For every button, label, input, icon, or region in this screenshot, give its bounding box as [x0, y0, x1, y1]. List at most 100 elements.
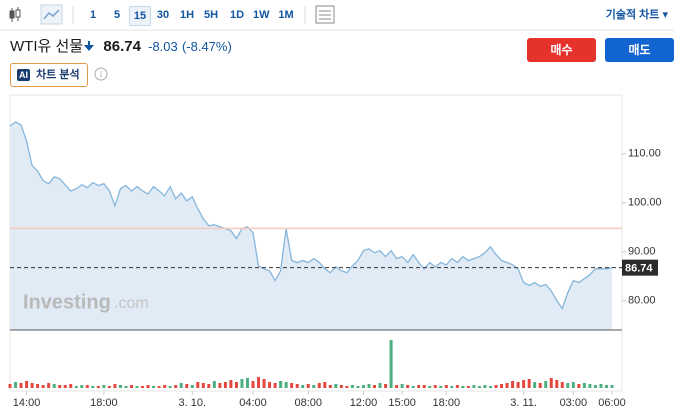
x-tick-label: 12:00: [350, 397, 378, 409]
volume-bar: [406, 385, 410, 388]
volume-bar: [533, 382, 537, 388]
volume-bar: [85, 385, 89, 388]
info-icon[interactable]: [94, 67, 108, 81]
ai-analysis-button[interactable]: AI 차트 분석: [10, 63, 88, 87]
candlestick-icon[interactable]: [9, 7, 21, 22]
interval-button[interactable]: 1W: [253, 9, 270, 21]
volume-bar: [433, 385, 437, 388]
interval-button[interactable]: 1D: [229, 9, 245, 21]
interval-button[interactable]: 5H: [203, 9, 219, 21]
interval-button[interactable]: 5: [113, 9, 121, 21]
volume-bar: [41, 385, 45, 388]
volume-bar: [135, 386, 139, 388]
volume-bar: [588, 384, 592, 388]
volume-bar: [223, 382, 227, 388]
volume-bar: [466, 386, 470, 388]
volume-bar: [168, 386, 172, 388]
volume-bar: [544, 381, 548, 388]
volume-bar: [25, 381, 29, 388]
volume-bar: [301, 385, 305, 388]
volume-bar: [560, 382, 564, 388]
volume-bar: [63, 385, 67, 388]
volume-bar: [290, 383, 294, 388]
interval-button[interactable]: 1H: [179, 9, 195, 21]
volume-bar: [500, 384, 504, 388]
volume-bar: [284, 382, 288, 388]
volume-bar: [30, 383, 34, 388]
volume-bar: [461, 386, 465, 388]
x-tick-label: 03:00: [560, 397, 588, 409]
volume-bar: [218, 383, 222, 388]
ai-label: 차트 분석: [36, 69, 80, 81]
volume-bar: [373, 385, 377, 388]
volume-bar: [328, 385, 332, 388]
x-tick-label: 15:00: [388, 397, 416, 409]
volume-bar: [174, 385, 178, 388]
volume-bar: [444, 385, 448, 388]
volume-bar: [367, 384, 371, 388]
volume-bar: [113, 384, 117, 388]
volume-bar: [389, 340, 393, 388]
x-tick-label: 18:00: [433, 397, 461, 409]
volume-bar: [196, 382, 200, 388]
info-icon-glyph: i: [100, 69, 102, 79]
volume-bar: [477, 386, 481, 388]
volume-bar: [146, 385, 150, 388]
y-tick-label: 90.00: [628, 246, 656, 258]
volume-bar: [234, 382, 238, 388]
volume-bar: [395, 385, 399, 388]
volume-bar: [555, 380, 559, 388]
interval-button[interactable]: 1M: [278, 9, 294, 21]
volume-bar: [74, 386, 78, 388]
chart-mode[interactable]: 기술적 차트 ▾: [605, 9, 668, 21]
volume-bar: [378, 383, 382, 388]
interval-button[interactable]: 1: [89, 9, 97, 21]
volume-bar: [102, 385, 106, 388]
volume-bar: [207, 384, 211, 388]
volume-bar: [251, 381, 255, 388]
price: 86.74: [103, 38, 141, 55]
price-line: [9, 121, 613, 310]
chart-mode-label: 기술적 차트: [605, 9, 660, 21]
volume-bar: [472, 385, 476, 388]
volume-bar: [400, 384, 404, 388]
ai-badge: AI: [17, 69, 30, 81]
volume-bar: [422, 385, 426, 388]
x-tick-label: 18:00: [90, 397, 118, 409]
down-arrow: [84, 41, 94, 51]
sell-button[interactable]: 매도: [605, 38, 674, 62]
volume-bar: [69, 384, 73, 388]
volume-bar: [96, 386, 100, 388]
indicator-icon[interactable]: [315, 5, 335, 24]
volume-bar: [245, 378, 249, 388]
interval-button[interactable]: 30: [156, 9, 170, 21]
volume-bar: [262, 379, 266, 388]
instrument-name: WTI유 선물: [10, 38, 84, 55]
y-tick-label: 80.00: [628, 295, 656, 307]
volume-bar: [212, 381, 216, 388]
interval-button[interactable]: 15: [129, 6, 151, 26]
volume-bar: [549, 378, 553, 388]
change: -8.03: [148, 39, 178, 54]
buy-button[interactable]: 매수: [527, 38, 596, 62]
last-price-tag-bg: [622, 259, 658, 276]
volume-bar: [107, 386, 111, 388]
volume-bar: [295, 384, 299, 388]
volume-bar: [240, 379, 244, 388]
volume-bar: [130, 385, 134, 388]
volume-bar: [411, 386, 415, 388]
volume-bar: [522, 380, 526, 388]
line-chart-icon[interactable]: [40, 4, 63, 25]
volume-bar: [268, 382, 272, 388]
volume-bar: [257, 377, 261, 388]
volume-bar: [571, 382, 575, 388]
volume-bar: [361, 385, 365, 388]
volume-bar: [604, 385, 608, 388]
volume-bar: [317, 383, 321, 388]
volume-bar: [152, 386, 156, 388]
volume-bar: [610, 385, 614, 388]
volume-bar: [488, 386, 492, 388]
volume-bar: [483, 385, 487, 388]
